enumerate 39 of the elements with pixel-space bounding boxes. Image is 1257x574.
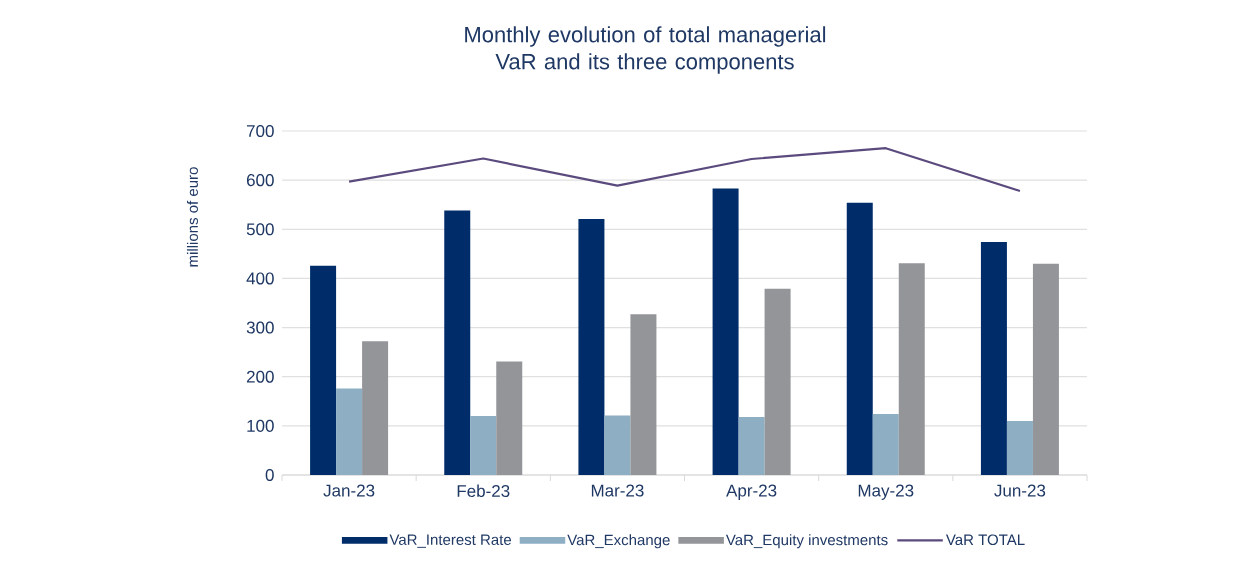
bar xyxy=(712,188,739,475)
x-tick-label: Apr-23 xyxy=(726,484,777,500)
bar xyxy=(898,263,925,475)
y-tick-label: 200 xyxy=(246,370,274,383)
bar xyxy=(470,416,497,475)
bar xyxy=(310,265,337,475)
bar xyxy=(362,341,389,475)
legend-label: VaR_Exchange xyxy=(567,534,670,549)
y-tick-label: 0 xyxy=(265,468,274,482)
bar xyxy=(980,242,1007,475)
legend-label: VaR_Equity investments xyxy=(725,534,888,549)
y-tick-label: 500 xyxy=(246,223,274,236)
bar xyxy=(444,210,471,475)
bar xyxy=(336,388,363,475)
bar xyxy=(738,417,765,475)
bar xyxy=(604,415,631,475)
y-tick-label: 300 xyxy=(246,321,274,334)
bar xyxy=(872,414,899,475)
x-tick-label: Jun-23 xyxy=(994,484,1046,497)
y-axis-title: millions of euro xyxy=(186,167,198,267)
line-series xyxy=(347,147,1022,193)
legend-label: VaR_Interest Rate xyxy=(389,534,512,548)
x-tick-label: Jan-23 xyxy=(323,484,375,497)
y-tick-label: 700 xyxy=(246,124,274,138)
chart-title: Monthly evolution of total managerial VaR and its three components xyxy=(465,26,826,74)
x-tick-label: May-23 xyxy=(858,484,914,500)
x-tick-label: Feb-23 xyxy=(457,484,510,498)
x-tick-label: Mar-23 xyxy=(591,484,644,497)
bar xyxy=(496,361,523,475)
bar xyxy=(1006,420,1033,475)
legend-label: VaR TOTAL xyxy=(945,534,1025,546)
y-tick-label: 100 xyxy=(247,419,274,432)
bar xyxy=(578,218,605,475)
bar xyxy=(1032,263,1059,475)
bar xyxy=(846,202,873,475)
y-tick-label: 400 xyxy=(246,272,274,285)
bar xyxy=(630,314,657,475)
y-tick-label: 600 xyxy=(246,174,274,187)
bar xyxy=(764,288,791,475)
